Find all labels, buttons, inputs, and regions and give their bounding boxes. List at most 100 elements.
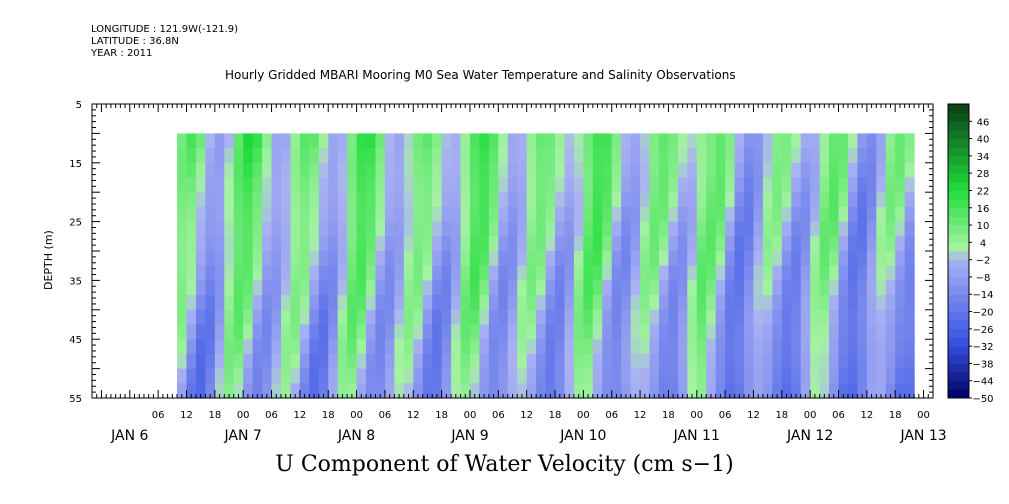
heatmap-cell (422, 221, 433, 237)
heatmap-cell (262, 368, 273, 384)
heatmap-cell (507, 309, 518, 326)
heatmap-cell (479, 383, 490, 399)
heatmap-cell (205, 236, 216, 252)
heatmap-cell (555, 206, 566, 223)
heatmap-cell (337, 383, 348, 399)
colorbar-swatch (948, 173, 969, 183)
heatmap-cell (403, 265, 414, 281)
heatmap-cell (299, 280, 310, 296)
heatmap-cell (555, 324, 566, 340)
heatmap-cell (195, 353, 206, 370)
heatmap-cell (781, 148, 792, 164)
heatmap-cell (696, 148, 707, 164)
heatmap-cell (262, 295, 273, 311)
heatmap-cell (753, 133, 764, 149)
heatmap-cell (205, 368, 216, 384)
heatmap-cell (280, 309, 292, 326)
colorbar-label: 40 (977, 135, 990, 146)
heatmap-cell (857, 221, 868, 237)
heatmap-cell (866, 206, 877, 223)
heatmap-cell (517, 221, 528, 237)
heatmap-cell (895, 192, 906, 208)
heatmap-cell (696, 309, 707, 326)
heatmap-cell (810, 192, 821, 208)
y-tick-label: 45 (69, 335, 82, 346)
heatmap-cell (706, 324, 717, 340)
heatmap-cell (762, 192, 773, 208)
heatmap-cell (810, 368, 821, 384)
heatmap-cell (366, 221, 377, 237)
heatmap-cell (214, 206, 225, 223)
heatmap-cell (498, 295, 509, 311)
heatmap-cell (375, 133, 386, 149)
heatmap-cell (573, 339, 584, 355)
heatmap-cell (498, 177, 509, 193)
heatmap-cell (630, 192, 641, 208)
heatmap-cell (744, 383, 755, 399)
heatmap-cell (517, 324, 528, 340)
heatmap-cell (214, 133, 225, 149)
heatmap-cell (687, 324, 698, 340)
heatmap-cell (762, 339, 773, 355)
heatmap-cell (744, 265, 755, 281)
heatmap-cell (734, 206, 745, 223)
heatmap-cell (460, 192, 471, 208)
heatmap-cell (772, 192, 783, 208)
heatmap-cell (744, 236, 755, 252)
heatmap-cell (668, 324, 679, 340)
heatmap-cell (847, 177, 859, 193)
heatmap-cell (328, 265, 339, 281)
heatmap-cell (696, 368, 707, 384)
heatmap-cell (772, 236, 783, 252)
colorbar-frame (947, 103, 970, 399)
heatmap-cell (479, 206, 490, 223)
heatmap-cell (602, 148, 613, 164)
heatmap-cell (885, 177, 896, 193)
colorbar-label: −26 (972, 325, 993, 336)
heatmap-cell (791, 339, 802, 355)
heatmap-cell (668, 148, 679, 164)
heatmap-cell (592, 221, 603, 237)
heatmap-cell (413, 206, 424, 223)
colorbar-swatch (948, 337, 969, 347)
heatmap-cell (687, 265, 698, 281)
heatmap-cell (838, 251, 849, 267)
heatmap-cell (895, 162, 906, 179)
heatmap-cell (734, 339, 745, 355)
heatmap-cell (186, 368, 197, 384)
heatmap-cell (403, 221, 414, 237)
heatmap-cell (309, 148, 320, 164)
heatmap-cell (252, 368, 263, 384)
heatmap-cell (621, 368, 632, 384)
x-hour-label: 12 (407, 410, 420, 421)
heatmap-cell (384, 309, 395, 326)
heatmap-cell (451, 368, 462, 384)
heatmap-cell (403, 251, 414, 267)
heatmap-cell (819, 280, 830, 296)
heatmap-cell (800, 236, 811, 252)
heatmap-cell (555, 368, 566, 384)
heatmap-cell (904, 368, 915, 384)
heatmap-cell (488, 309, 499, 326)
heatmap-cell (791, 309, 802, 326)
heatmap-cell (384, 177, 395, 193)
heatmap-cell (280, 206, 292, 223)
heatmap-cell (384, 339, 395, 355)
heatmap-cell (451, 280, 462, 296)
colorbar-label: −32 (972, 342, 993, 353)
heatmap-cell (668, 236, 679, 252)
heatmap-cell (177, 265, 188, 281)
heatmap-cell (488, 133, 499, 149)
heatmap-cell (195, 265, 206, 281)
heatmap-cell (810, 383, 821, 399)
heatmap-cell (866, 148, 877, 164)
heatmap-cell (706, 383, 717, 399)
heatmap-cell (630, 324, 641, 340)
heatmap-cell (847, 368, 859, 384)
heatmap-cell (791, 353, 802, 370)
heatmap-cell (857, 324, 868, 340)
heatmap-cell (734, 368, 745, 384)
longitude-text: LONGITUDE : 121.9W(-121.9) (91, 24, 238, 35)
heatmap-cell (366, 133, 377, 149)
heatmap-cell (318, 221, 329, 237)
